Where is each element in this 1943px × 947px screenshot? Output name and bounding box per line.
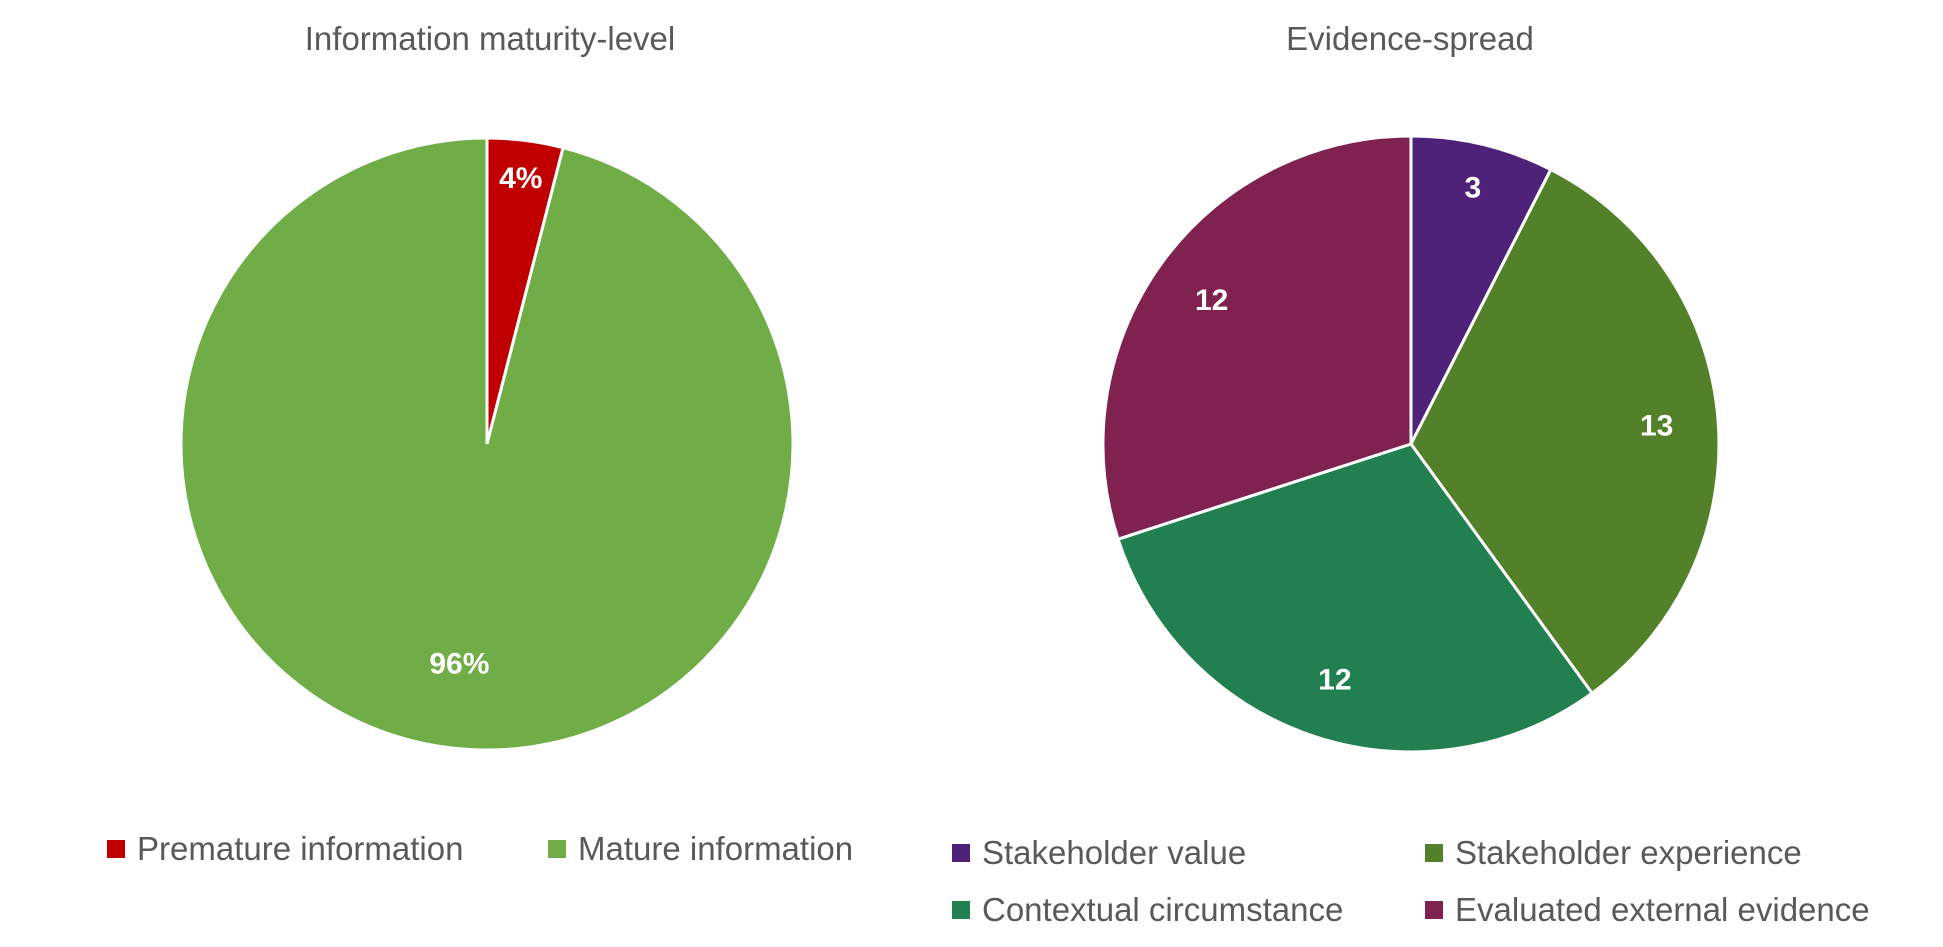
data-label-evaluated-external-evidence: 12 bbox=[1195, 284, 1228, 317]
pie-slice-stakeholder-experience bbox=[1409, 167, 1721, 696]
legend-label: Stakeholder experience bbox=[1455, 834, 1802, 871]
pie-slice-contextual-circumstance bbox=[1116, 442, 1595, 754]
pie-slice-stakeholder-value bbox=[1409, 134, 1553, 445]
legend-swatch bbox=[107, 840, 125, 858]
data-label-contextual-circumstance: 12 bbox=[1318, 663, 1351, 696]
legend-item-mature-information: Mature information bbox=[548, 830, 853, 868]
pie-slice-evaluated-external-evidence bbox=[1101, 134, 1413, 542]
chart-title-evidence: Evidence-spread bbox=[1286, 20, 1534, 57]
legend-label: Mature information bbox=[578, 830, 854, 867]
data-label-stakeholder-value: 3 bbox=[1464, 171, 1481, 204]
legend-swatch bbox=[548, 840, 566, 858]
legend-item-contextual-circumstance: Contextual circumstance bbox=[952, 891, 1343, 929]
legend-item-premature-information: Premature information bbox=[107, 830, 463, 868]
legend-item-stakeholder-experience: Stakeholder experience bbox=[1425, 834, 1802, 872]
legend-item-stakeholder-value: Stakeholder value bbox=[952, 834, 1246, 872]
pie-slice-mature-information bbox=[179, 136, 795, 752]
legend-swatch bbox=[1425, 901, 1443, 919]
legend-label: Stakeholder value bbox=[982, 834, 1247, 871]
legend-label: Contextual circumstance bbox=[982, 891, 1344, 928]
legend-swatch bbox=[952, 844, 970, 862]
data-label-stakeholder-experience: 13 bbox=[1640, 410, 1673, 443]
legend-label: Evaluated external evidence bbox=[1455, 891, 1870, 928]
legend-swatch bbox=[1425, 844, 1443, 862]
data-label-mature-information: 96% bbox=[429, 648, 489, 681]
legend-swatch bbox=[952, 901, 970, 919]
chart-title-maturity: Information maturity-level bbox=[304, 20, 676, 57]
legend-label: Premature information bbox=[137, 830, 464, 867]
data-label-premature-information: 4% bbox=[499, 162, 542, 195]
legend-item-evaluated-external-evidence: Evaluated external evidence bbox=[1425, 891, 1870, 929]
